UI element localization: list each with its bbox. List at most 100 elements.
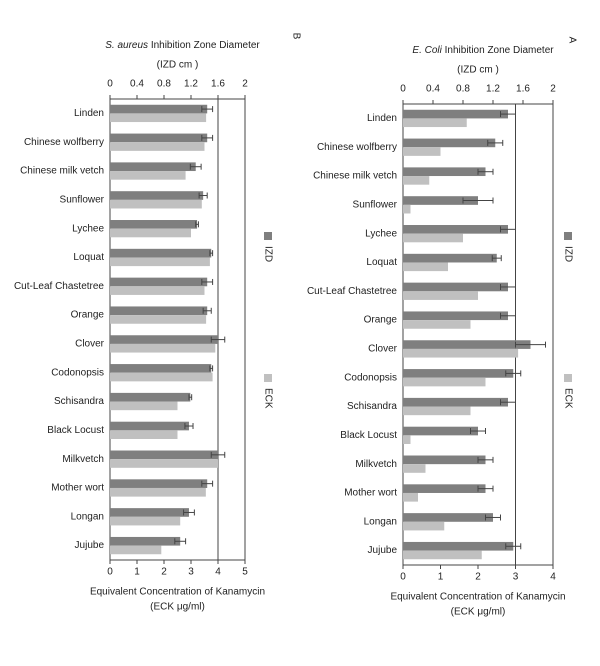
bar [110, 421, 189, 431]
y-tick-label: Clover [75, 339, 105, 350]
bar [403, 320, 471, 329]
bar [110, 401, 178, 411]
error-bar [195, 221, 199, 228]
y-tick-label: Sunflower [353, 199, 398, 210]
error-bar [189, 163, 202, 170]
error-bar [209, 365, 214, 372]
x-axis-label: Equivalent Concentration of Kanamycin [390, 592, 565, 603]
y-tick-label: Orange [364, 315, 398, 326]
bar [403, 233, 463, 243]
bar [403, 464, 426, 473]
x2-tick-label: 2 [242, 79, 248, 90]
y-tick-label: Chinese wolfberry [317, 142, 397, 153]
bar [403, 369, 514, 378]
y-tick-label: Codonopsis [344, 372, 397, 383]
title-italic: S. aureus [105, 40, 148, 51]
bar [403, 291, 478, 300]
x2-tick-label: 1.6 [211, 79, 225, 90]
x-tick-label: 5 [242, 567, 248, 578]
y-tick-label: Milkvetch [355, 459, 397, 470]
error-bar [500, 226, 516, 233]
bar [110, 487, 206, 497]
bar [110, 343, 216, 353]
x2-tick-label: 0.8 [456, 84, 470, 95]
error-bar [202, 307, 212, 314]
bar [403, 397, 508, 407]
bar [403, 348, 519, 358]
y-tick-label: Codonopsis [51, 367, 104, 378]
x2-tick-label: 1.2 [486, 84, 500, 95]
x2-tick-label: 2 [550, 84, 556, 95]
bar [110, 508, 189, 517]
bar [403, 176, 430, 185]
y-tick-label: Jujube [368, 545, 398, 556]
x-tick-label: 4 [215, 567, 221, 578]
y-tick-label: Loquat [366, 257, 397, 268]
bar [403, 262, 448, 272]
error-bar [505, 370, 522, 377]
y-tick-label: Sunflower [60, 194, 105, 205]
error-bar [209, 250, 214, 257]
x2-tick-label: 0.4 [426, 84, 440, 95]
x2-tick-label: 0 [400, 84, 406, 95]
legend-swatch [564, 232, 572, 240]
error-bar [485, 514, 501, 521]
error-bar [462, 197, 494, 204]
title-text: Inhibition Zone Diameter [151, 40, 261, 51]
bar [403, 311, 508, 321]
bar [110, 113, 207, 123]
bar [403, 550, 482, 560]
bar [110, 459, 218, 468]
chart-subtitle: (IZD cm ) [157, 60, 199, 71]
bar [403, 204, 411, 214]
bar [403, 225, 508, 234]
bar [110, 479, 208, 488]
bar [110, 286, 205, 295]
legend-label: IZD [562, 246, 573, 262]
chart-subtitle: (IZD cm ) [457, 65, 499, 76]
title-text: Inhibition Zone Diameter [445, 45, 555, 56]
y-tick-label: Schisandra [54, 396, 104, 407]
y-tick-label: Lychee [365, 228, 397, 239]
y-tick-label: Mother wort [344, 488, 397, 499]
error-bar [198, 192, 208, 199]
bar [110, 545, 162, 555]
bar [403, 167, 486, 177]
y-tick-label: Black Locust [340, 430, 397, 441]
bar [110, 306, 208, 316]
bar [403, 109, 508, 119]
bar [110, 277, 208, 287]
x-tick-label: 2 [161, 567, 167, 578]
x2-tick-label: 1.6 [516, 84, 530, 95]
title-italic: E. Coli [412, 45, 442, 56]
y-tick-label: Black Locust [47, 425, 104, 436]
bar [110, 372, 213, 382]
y-tick-label: Chinese milk vetch [313, 171, 397, 182]
plot-frame [402, 103, 554, 566]
bar [403, 521, 445, 531]
x-tick-label: 1 [134, 567, 140, 578]
error-bar [210, 451, 226, 458]
bar [403, 435, 411, 444]
bar [403, 406, 471, 416]
bar [110, 171, 186, 180]
x-axis-label-line2: (ECK μg/ml) [150, 602, 205, 613]
bar [110, 335, 218, 344]
bar [110, 104, 208, 114]
x2-tick-label: 1.2 [184, 79, 198, 90]
error-bar [477, 168, 494, 175]
panel-label: B [290, 33, 301, 40]
y-tick-label: Linden [74, 108, 104, 119]
error-bar [183, 509, 195, 516]
error-bar [201, 134, 214, 141]
error-bar [500, 399, 516, 406]
y-tick-label: Mother wort [51, 483, 104, 494]
x-tick-label: 1 [438, 572, 444, 583]
y-tick-label: Jujube [75, 540, 105, 551]
bar [403, 196, 478, 205]
bar [110, 142, 205, 151]
legend-swatch [264, 374, 272, 382]
bar [403, 253, 497, 263]
error-bar [210, 336, 226, 343]
